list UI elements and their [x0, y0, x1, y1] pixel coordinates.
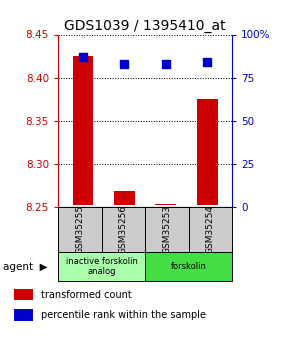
Bar	[155, 204, 176, 205]
Text: GSM35256: GSM35256	[119, 205, 128, 254]
Bar	[102, 207, 145, 252]
Text: GSM35253: GSM35253	[162, 205, 171, 254]
Point	[81, 54, 85, 60]
Bar	[58, 252, 145, 281]
Point	[163, 61, 168, 67]
Bar	[145, 207, 188, 252]
Bar	[72, 56, 93, 205]
Bar	[58, 207, 102, 252]
Point	[205, 59, 209, 65]
Bar	[197, 99, 218, 205]
Bar	[14, 309, 33, 321]
Text: GSM35255: GSM35255	[75, 205, 84, 254]
Point	[122, 61, 127, 67]
Bar	[114, 191, 135, 205]
Bar	[14, 289, 33, 300]
Bar	[188, 207, 232, 252]
Bar	[145, 252, 232, 281]
Title: GDS1039 / 1395410_at: GDS1039 / 1395410_at	[64, 19, 226, 33]
Text: agent  ▶: agent ▶	[3, 262, 48, 272]
Text: inactive forskolin
analog: inactive forskolin analog	[66, 257, 137, 276]
Text: forskolin: forskolin	[171, 262, 206, 271]
Text: transformed count: transformed count	[41, 289, 132, 299]
Text: percentile rank within the sample: percentile rank within the sample	[41, 310, 206, 320]
Text: GSM35254: GSM35254	[206, 205, 215, 254]
